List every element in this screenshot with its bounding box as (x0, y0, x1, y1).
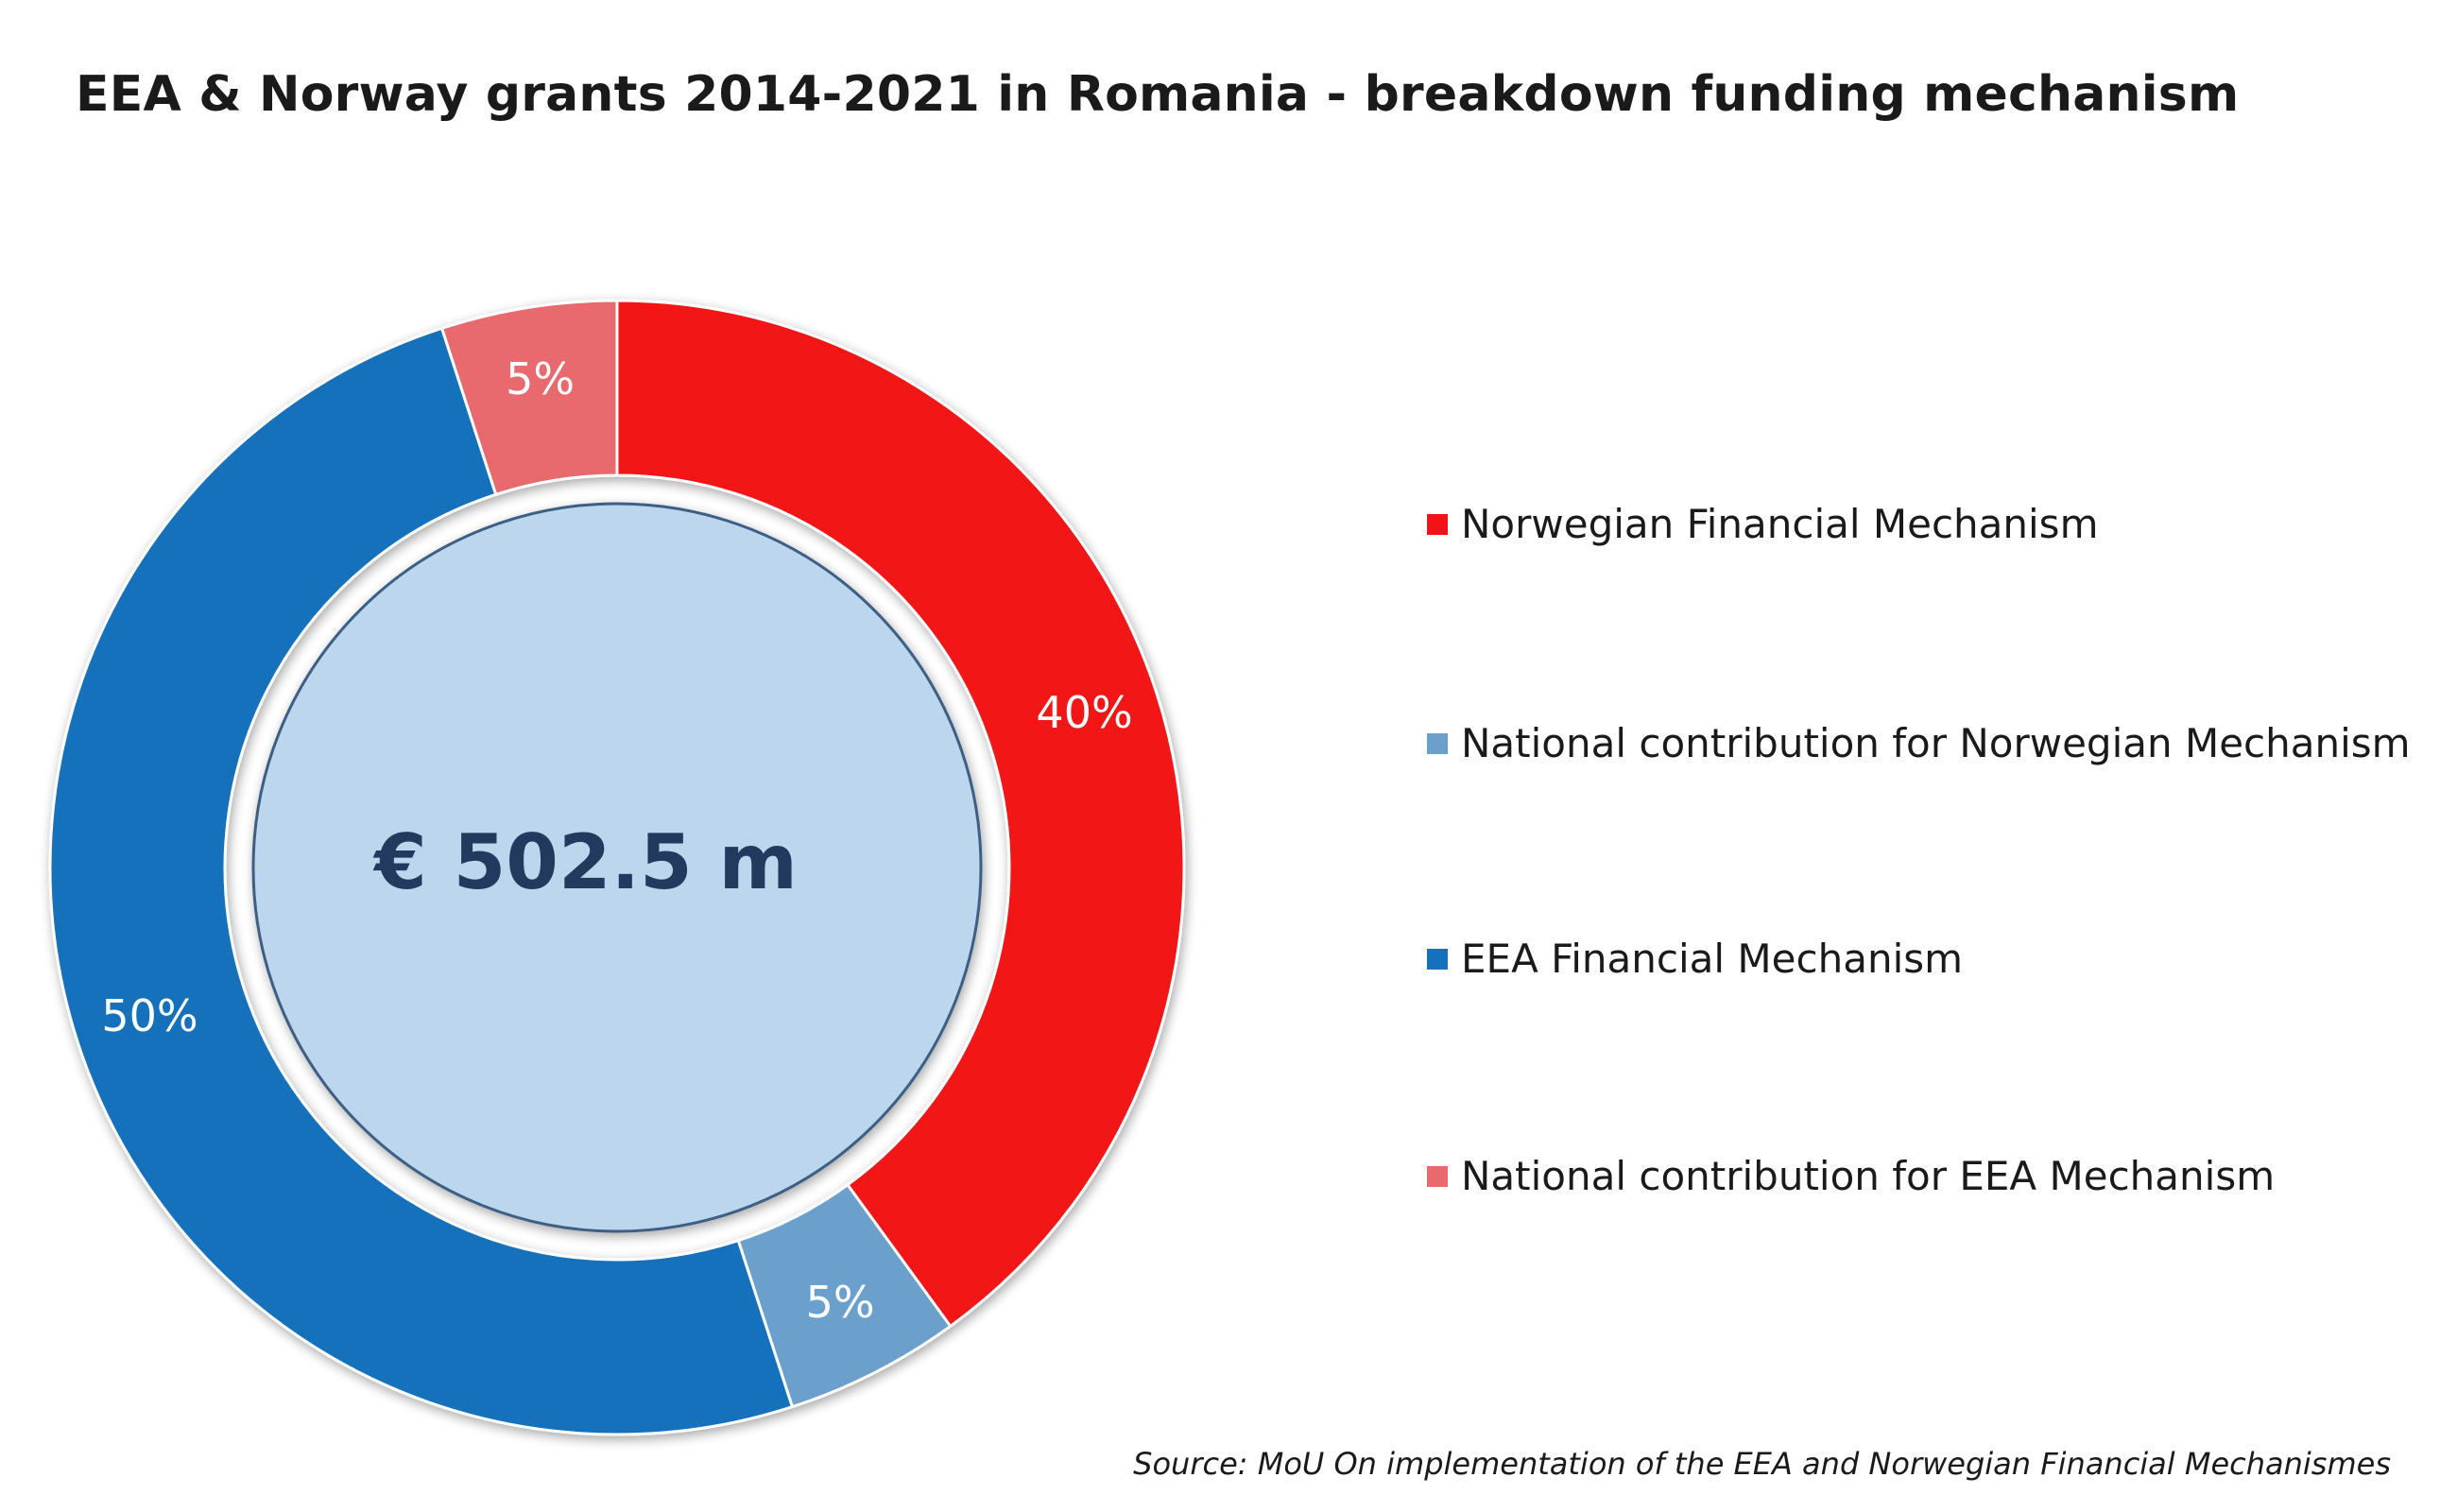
legend-item-1: Norwegian Financial Mechanism (1427, 501, 2098, 547)
legend-swatch-3 (1427, 948, 1448, 970)
slice-labels: 40% 5% 50% 5% (101, 353, 1132, 1328)
center-total-label: € 502.5 m (372, 818, 798, 906)
center-disc (251, 502, 983, 1233)
legend-label-4: National contribution for EEA Mechanism (1461, 1153, 2276, 1199)
source-note: Source: MoU On implementation of the EEA… (1133, 1446, 2391, 1482)
legend-swatch-2 (1427, 732, 1448, 754)
donut-slice-1 (615, 299, 1186, 1329)
donut-slice-4 (439, 299, 619, 497)
slice-label-1: 40% (1036, 687, 1132, 738)
legend-label-3: EEA Financial Mechanism (1461, 936, 1964, 982)
donut-slice-2 (736, 1182, 953, 1409)
legend-item-3: EEA Financial Mechanism (1427, 936, 1963, 982)
donut-slice-3 (50, 328, 792, 1435)
legend-swatch-4 (1427, 1165, 1448, 1187)
legend-item-4: National contribution for EEA Mechanism (1427, 1153, 2275, 1199)
donut-slices (50, 299, 1186, 1435)
legend-swatch-1 (1427, 513, 1448, 535)
chart-title: EEA & Norway grants 2014-2021 in Romania… (76, 66, 2240, 123)
legend-item-2: National contribution for Norwegian Mech… (1427, 720, 2411, 766)
slice-label-2: 5% (806, 1277, 875, 1328)
legend-label-2: National contribution for Norwegian Mech… (1461, 720, 2411, 766)
slice-label-3: 50% (101, 990, 198, 1041)
slice-label-4: 5% (506, 353, 575, 404)
legend-label-1: Norwegian Financial Mechanism (1461, 501, 2099, 547)
